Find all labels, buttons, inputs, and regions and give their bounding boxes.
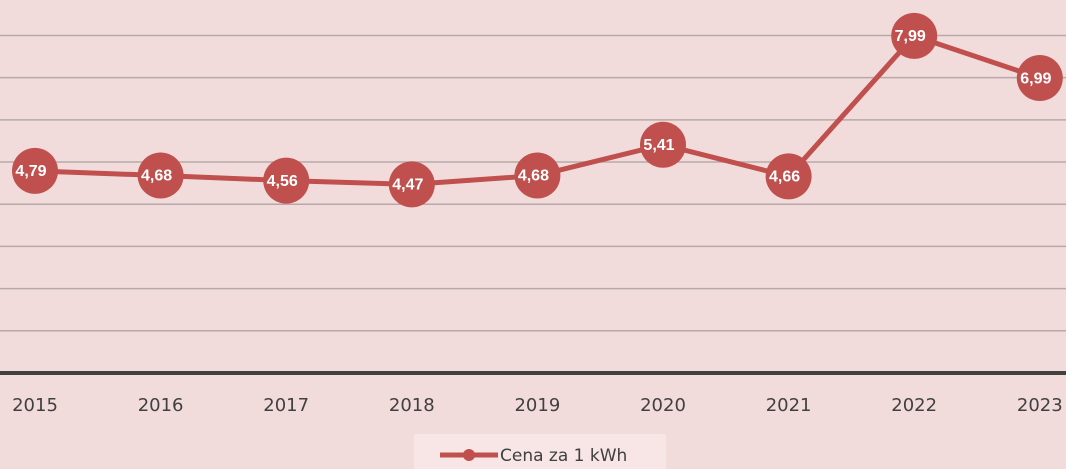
x-tick-label: 2018	[389, 395, 435, 416]
data-label: 4,79	[15, 163, 46, 180]
data-label: 5,41	[643, 137, 674, 154]
data-label: 6,99	[1020, 70, 1051, 87]
data-point	[514, 152, 561, 199]
x-tick-label: 2022	[891, 395, 937, 416]
legend-label: Cena za 1 kWh	[500, 446, 627, 466]
data-point	[388, 161, 435, 208]
data-point	[1016, 55, 1063, 102]
data-point	[263, 157, 310, 204]
data-point	[765, 153, 812, 200]
data-point	[12, 147, 58, 194]
data-label: 4,47	[392, 177, 423, 194]
data-label: 4,68	[141, 168, 172, 185]
legend-marker	[463, 449, 475, 461]
legend-box	[414, 434, 666, 469]
x-tick-label: 2019	[514, 395, 560, 416]
x-tick-label: 2023	[1017, 395, 1063, 416]
data-label: 4,68	[518, 168, 549, 185]
data-point	[891, 12, 938, 59]
x-tick-label: 2020	[640, 395, 686, 416]
data-point	[640, 121, 686, 168]
legend: Cena za 1 kWh	[414, 434, 666, 469]
data-label: 7,99	[895, 28, 926, 45]
data-label: 4,66	[769, 169, 800, 186]
x-tick-label: 2015	[12, 395, 58, 416]
x-tick-label: 2017	[263, 395, 309, 416]
data-label: 4,56	[267, 173, 298, 190]
x-tick-label: 2021	[766, 395, 812, 416]
x-tick-label: 2016	[138, 395, 184, 416]
data-point	[137, 152, 184, 199]
